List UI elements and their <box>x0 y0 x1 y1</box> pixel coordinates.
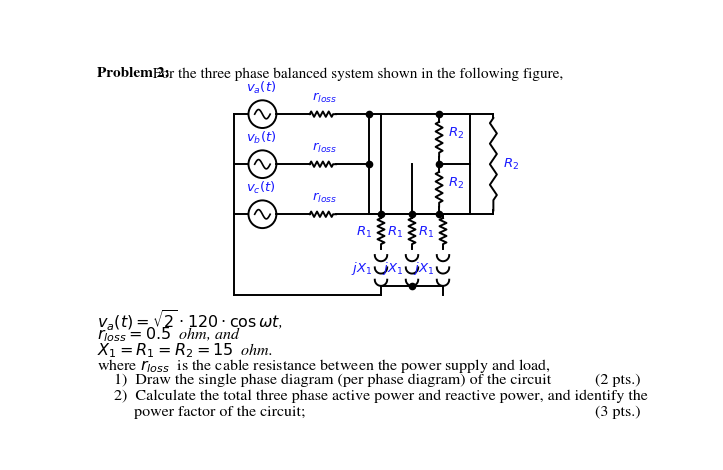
Text: 1)  Draw the single phase diagram (per phase diagram) of the circuit: 1) Draw the single phase diagram (per ph… <box>114 374 551 387</box>
Text: $v_b(t)$: $v_b(t)$ <box>246 130 276 146</box>
Text: $R_1$: $R_1$ <box>356 225 372 240</box>
Text: (3 pts.): (3 pts.) <box>595 406 641 419</box>
Text: $R_2$: $R_2$ <box>448 175 463 191</box>
Text: $R_2$: $R_2$ <box>503 157 520 172</box>
Text: $R_1$: $R_1$ <box>388 225 403 240</box>
Text: $r_{loss}=0.5$  ohm, and: $r_{loss}=0.5$ ohm, and <box>97 325 240 344</box>
Text: $R_2$: $R_2$ <box>448 125 463 141</box>
Text: 2)  Calculate the total three phase active power and reactive power, and identif: 2) Calculate the total three phase activ… <box>114 390 647 403</box>
Text: $jX_1$: $jX_1$ <box>414 260 435 277</box>
Text: $r_{loss}$: $r_{loss}$ <box>312 191 337 205</box>
Text: $v_a(t)$: $v_a(t)$ <box>246 79 276 96</box>
Text: $R_1$: $R_1$ <box>419 225 435 240</box>
Text: For the three phase balanced system shown in the following figure,: For the three phase balanced system show… <box>149 67 563 80</box>
Text: Problem 2:: Problem 2: <box>97 67 169 80</box>
Text: $v_c(t)$: $v_c(t)$ <box>246 180 275 196</box>
Text: where $r_{loss}$  is the cable resistance between the power supply and load,: where $r_{loss}$ is the cable resistance… <box>97 358 551 376</box>
Text: $r_{loss}$: $r_{loss}$ <box>312 141 337 155</box>
Text: $jX_1$: $jX_1$ <box>382 260 403 277</box>
Text: $v_a(t)=\sqrt{2}\cdot120\cdot\cos\omega t$,: $v_a(t)=\sqrt{2}\cdot120\cdot\cos\omega … <box>97 309 282 333</box>
Text: (2 pts.): (2 pts.) <box>595 374 641 387</box>
Text: $r_{loss}$: $r_{loss}$ <box>312 91 337 105</box>
Text: $X_1=R_1=R_2=15$  ohm.: $X_1=R_1=R_2=15$ ohm. <box>97 341 273 360</box>
Text: power factor of the circuit;: power factor of the circuit; <box>114 406 305 419</box>
Text: $jX_1$: $jX_1$ <box>351 260 372 277</box>
